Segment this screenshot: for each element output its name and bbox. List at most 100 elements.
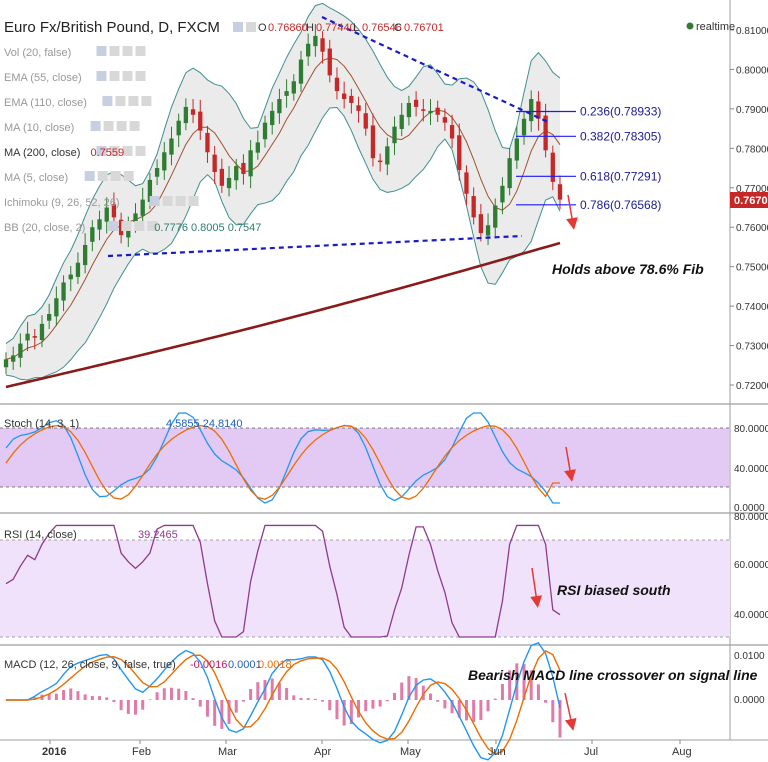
stoch-down-arrow (564, 446, 576, 482)
price-down-arrow (566, 194, 578, 230)
last-price-marker (730, 192, 768, 208)
visibility-icon[interactable] (246, 22, 256, 32)
symbol-title[interactable]: Euro Fx/British Pound, D, FXCM (4, 19, 220, 36)
ohlc-close-label: C (394, 22, 402, 34)
indicator-label[interactable]: MA (200, close) (4, 147, 80, 159)
candle-body (320, 38, 325, 52)
realtime-indicator-icon (686, 22, 694, 30)
macd-hist-bar (90, 696, 94, 700)
candle-body (176, 120, 181, 136)
indicator-action-icon[interactable] (103, 121, 114, 131)
macd-hist-bar (162, 688, 166, 700)
macd-value-hist: -0.0016 (190, 659, 227, 671)
macd-histogram (4, 663, 562, 738)
macd-hist-bar (234, 700, 238, 713)
indicator-remove-icon[interactable] (188, 196, 199, 206)
indicator-remove-icon[interactable] (135, 146, 146, 156)
candle-body (457, 135, 462, 171)
indicator-action-icon[interactable] (109, 71, 120, 81)
bollinger-bands (5, 2, 561, 381)
indicator-action-icon[interactable] (110, 171, 121, 181)
indicator-settings-icon[interactable] (96, 46, 107, 56)
indicator-remove-icon[interactable] (123, 171, 134, 181)
candle-body (521, 118, 527, 136)
macd-hist-bar (385, 700, 389, 702)
ohlc-open-label: O (258, 22, 267, 34)
macd-hist-bar (364, 700, 368, 712)
indicator-label[interactable]: EMA (55, close) (4, 72, 82, 84)
rsi-tick-40: 40.0000 (734, 610, 768, 621)
indicator-remove-icon[interactable] (129, 121, 140, 131)
indicator-label[interactable]: Vol (20, false) (4, 47, 71, 59)
indicator-settings-icon[interactable] (90, 121, 101, 131)
candle-body (550, 152, 555, 182)
indicator-action-icon[interactable] (122, 71, 133, 81)
indicator-remove-icon[interactable] (135, 71, 146, 81)
macd-label: MACD (12, 26, close, 9, false, true) (4, 659, 176, 671)
candle-body (118, 219, 124, 236)
ma200-line (5, 241, 561, 389)
settings-icon[interactable] (233, 22, 243, 32)
indicator-label[interactable]: EMA (110, close) (4, 97, 87, 109)
candle-body (557, 184, 563, 200)
candle-body (104, 207, 109, 222)
candle-body (406, 102, 412, 118)
indicator-settings-icon[interactable] (96, 146, 107, 156)
macd-hist-bar (436, 700, 440, 702)
indicator-label[interactable]: MA (5, close) (4, 172, 68, 184)
time-tick-label: Mar (218, 746, 237, 758)
candle-body (277, 99, 282, 114)
candle-body (18, 343, 23, 358)
indicator-action-icon[interactable] (116, 121, 127, 131)
indicator-label[interactable]: Ichimoku (9, 26, 52, 26) (4, 197, 120, 209)
indicator-value: 0.7776 0.8005 0.7547 (154, 222, 261, 234)
macd-hist-bar (292, 695, 296, 700)
indicator-label[interactable]: MA (10, close) (4, 122, 74, 134)
bollinger-fill (6, 3, 560, 380)
macd-hist-bar (126, 700, 130, 714)
indicator-action-icon[interactable] (97, 171, 108, 181)
indicator-settings-icon[interactable] (108, 221, 119, 231)
indicator-value: 0.7559 (91, 147, 125, 159)
indicator-action-icon[interactable] (175, 196, 186, 206)
candle-body (377, 160, 383, 163)
candle-body (385, 146, 390, 165)
indicator-action-icon[interactable] (134, 221, 145, 231)
indicator-settings-icon[interactable] (96, 71, 107, 81)
indicator-label[interactable]: BB (20, close, 2) (4, 222, 85, 234)
macd-hist-bar (83, 694, 87, 700)
time-axis: 2016 Feb Mar Apr May Jun Jul Aug (42, 740, 692, 758)
ohlc-close: 0.76701 (404, 22, 444, 34)
indicator-action-icon[interactable] (109, 46, 120, 56)
indicator-action-icon[interactable] (109, 146, 120, 156)
candle-body (190, 109, 196, 115)
support-trendline (107, 234, 523, 258)
time-tick-label: Jul (584, 746, 598, 758)
bollinger-lower (5, 106, 561, 381)
indicator-action-icon[interactable] (128, 96, 139, 106)
macd-hist-bar (47, 693, 51, 700)
indicator-action-icon[interactable] (121, 221, 132, 231)
indicator-remove-icon[interactable] (135, 46, 146, 56)
macd-hist-bar (393, 692, 397, 700)
indicator-settings-icon[interactable] (102, 96, 113, 106)
candle-body (399, 114, 404, 130)
time-tick-label: May (400, 746, 421, 758)
indicator-action-icon[interactable] (162, 196, 173, 206)
indicator-settings-icon[interactable] (149, 196, 160, 206)
macd-hist-bar (213, 700, 217, 726)
candle-body (413, 99, 419, 107)
candle-body (449, 125, 455, 139)
candle-body (3, 359, 9, 368)
indicator-settings-icon[interactable] (84, 171, 95, 181)
indicator-remove-icon[interactable] (141, 96, 152, 106)
candle-body (162, 152, 167, 171)
indicator-remove-icon[interactable] (147, 221, 158, 231)
indicator-action-icon[interactable] (122, 146, 133, 156)
macd-hist-bar (414, 678, 418, 700)
candle-body (140, 199, 145, 216)
indicator-action-icon[interactable] (115, 96, 126, 106)
indicator-action-icon[interactable] (122, 46, 133, 56)
